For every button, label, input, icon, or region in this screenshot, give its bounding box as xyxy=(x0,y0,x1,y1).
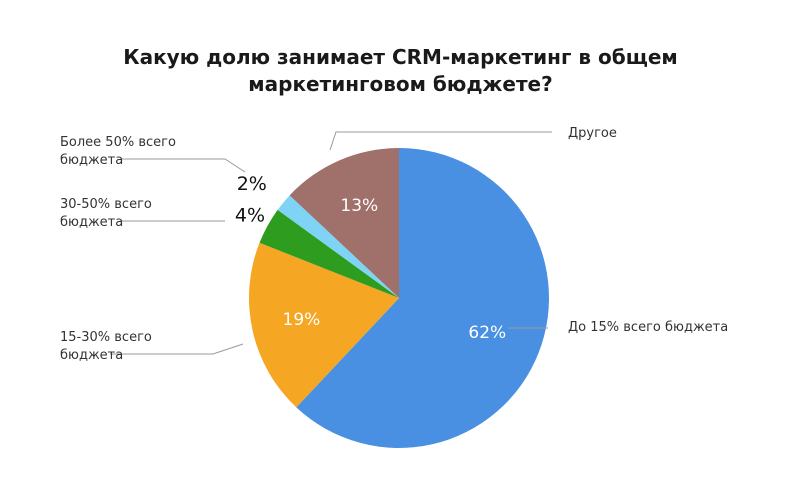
pie-slice xyxy=(277,195,399,298)
pie-slice xyxy=(259,209,399,298)
chart-title-line-1: Какую долю занимает CRM-маркетинг в обще… xyxy=(123,45,678,69)
chart-title-line-2: маркетинговом бюджете? xyxy=(248,72,553,96)
pie-slice xyxy=(296,148,549,449)
leader-line xyxy=(329,131,552,151)
pie-slice xyxy=(248,242,399,408)
chart-title: Какую долю занимает CRM-маркетинг в обще… xyxy=(0,44,801,98)
pie-slice xyxy=(289,148,399,298)
slice-value-label: 62% xyxy=(468,323,506,343)
slice-value-label: 4% xyxy=(235,205,265,227)
leader-line xyxy=(110,343,244,355)
slice-value-label: 19% xyxy=(283,310,321,330)
slice-category-label: 30-50% всего бюджета xyxy=(60,197,152,230)
slice-value-label: 13% xyxy=(340,196,378,216)
slice-category-label: 15-30% всего бюджета xyxy=(60,330,152,363)
leader-line xyxy=(120,158,246,173)
slice-value-label: 2% xyxy=(237,173,267,195)
slice-category-label: До 15% всего бюджета xyxy=(568,320,728,335)
slice-category-label: Другое xyxy=(568,126,617,141)
slice-category-label: Более 50% всего бюджета xyxy=(60,135,176,168)
